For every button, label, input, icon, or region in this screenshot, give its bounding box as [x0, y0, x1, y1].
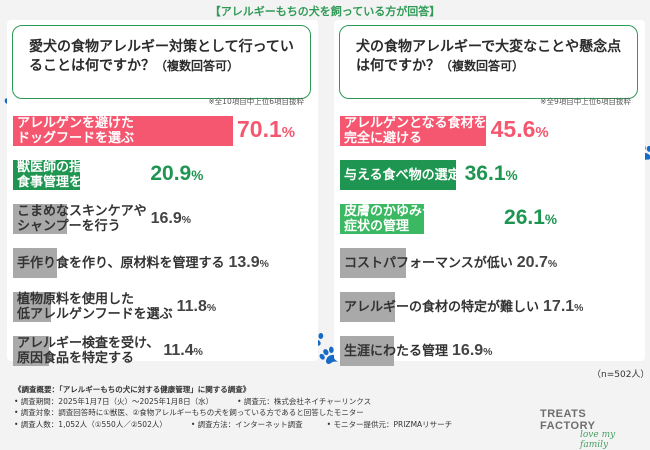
data-label: 36.1% [464, 162, 518, 185]
bar-row: 生涯にわたる管理 16.9% [340, 330, 650, 370]
footer-count: • 調査人数：1,052人（①550人／②502人） [14, 419, 167, 429]
chart-panel-right: 犬の食物アレルギーで大変なことや懸念点は何ですか？（複数回答可） ※全9項目中上… [334, 20, 645, 366]
category-label: 生涯にわたる管理 [344, 343, 449, 359]
logo-text: TREATS FACTORY [540, 408, 596, 432]
bar-row: 手作り食を作り、原材料を管理する 13.9% [13, 242, 323, 282]
category-label: アレルゲンとなる食材を 完全に避ける [344, 116, 487, 146]
data-label: 70.1% [237, 116, 296, 142]
data-label: 26.1% [504, 206, 558, 229]
logo-tagline: love my family [580, 430, 616, 450]
bar-row: 獣医師の指導のもとで 食事管理を行う 20.9% [13, 154, 323, 194]
bar [340, 160, 456, 190]
bar [13, 336, 50, 366]
category-label: 手作り食を作り、原材料を管理する [17, 255, 225, 271]
bar [13, 248, 58, 278]
category-label: コストパフォーマンスが低い [344, 255, 513, 271]
data-label: 11.4% [163, 342, 203, 359]
data-label: 20.9% [150, 162, 204, 185]
survey-footer: 《調査概要：「アレルギーもちの犬に対する健康管理」に関する調査》 • 調査期間：… [14, 384, 452, 430]
category-label: アレルギーの食材の特定が難しい [344, 299, 540, 315]
bar [13, 204, 68, 234]
data-label: 45.6% [490, 116, 549, 142]
data-label: 13.9% [228, 254, 269, 271]
chart-title: 愛犬の食物アレルギー対策として行っていることは何ですか？ [29, 39, 294, 74]
chart-note: ※全10項目中上位6項目抜粋 [208, 97, 304, 106]
category-label: こまめなスキンケアや シャンプーを行う [17, 204, 147, 234]
question-title: 犬の食物アレルギーで大変なことや懸念点は何ですか？（複数回答可） [356, 38, 631, 76]
category-label: 獣医師の指導のもとで 食事管理を行う [17, 160, 147, 190]
data-label: 20.7% [516, 254, 558, 271]
bar [13, 160, 80, 190]
chart-title: 犬の食物アレルギーで大変なことや懸念点は何ですか？ [356, 39, 622, 74]
data-label: 16.9% [150, 210, 192, 227]
bar [340, 292, 395, 322]
bar-row: 皮膚のかゆみや赤みなどの 症状の管理 26.1% [340, 198, 650, 238]
data-label: 17.1% [543, 298, 584, 315]
data-label: 11.8% [176, 298, 217, 315]
question-title: 愛犬の食物アレルギー対策として行っていることは何ですか？（複数回答可） [29, 38, 304, 76]
bar-row: アレルゲンとなる食材を 完全に避ける 45.6% [340, 110, 650, 150]
chart-subtitle: （複数回答可） [440, 59, 525, 73]
question-box: 愛犬の食物アレルギー対策として行っていることは何ですか？（複数回答可） [12, 25, 311, 99]
footer-title: 《調査概要：「アレルギーもちの犬に対する健康管理」に関する調査》 [14, 385, 251, 394]
footer-method: • 調査方法：インターネット調査 [190, 419, 303, 429]
bar-row: 植物原料を使用した 低アレルゲンフードを選ぶ 11.8% [13, 286, 323, 326]
chart-note: ※全9項目中上位6項目抜粋 [540, 97, 631, 106]
data-label: 16.9% [452, 342, 493, 359]
bar [13, 116, 233, 146]
chart-panel-left: 愛犬の食物アレルギー対策として行っていることは何ですか？（複数回答可） ※全10… [7, 20, 318, 366]
footer-monitor: • モニター提供元：PRIZMAリサーチ [326, 419, 453, 429]
footer-period: • 調査期間：2025年1月7日（火）〜2025年1月8日（水） [14, 396, 214, 406]
category-label: 与える食べ物の選定 [344, 167, 461, 183]
bar [13, 292, 51, 322]
sample-size-note: （n=502人） [592, 370, 650, 380]
footer-target: • 調査対象：調査回答時に①獣医、②食物アレルギーもちの犬を飼っている方であると… [14, 408, 364, 417]
bar [340, 336, 395, 366]
bar-row: アレルギー検査を受け、 原因食品を特定する 11.4% [13, 330, 323, 370]
bar [340, 204, 424, 234]
bar-row: こまめなスキンケアや シャンプーを行う 16.9% [13, 198, 323, 238]
bar [340, 248, 407, 278]
bar-row: アレルギーの食材の特定が難しい 17.1% [340, 286, 650, 326]
bar-row: コストパフォーマンスが低い 20.7% [340, 242, 650, 282]
footer-provider: • 調査元：株式会社ネイチャーリンクス [237, 396, 372, 406]
category-label: アレルゲンを避けた ドッグフードを選ぶ [17, 116, 135, 146]
chart-subtitle: （複数回答可） [155, 59, 240, 73]
question-box: 犬の食物アレルギーで大変なことや懸念点は何ですか？（複数回答可） [339, 25, 638, 99]
bar-row: 与える食べ物の選定 36.1% [340, 154, 650, 194]
survey-banner: 【アレルギーもちの犬を飼っている方が回答】 [209, 5, 441, 18]
bar-row: アレルゲンを避けた ドッグフードを選ぶ 70.1% [13, 110, 323, 150]
category-label: アレルギー検査を受け、 原因食品を特定する [17, 336, 160, 366]
category-label: 皮膚のかゆみや赤みなどの 症状の管理 [344, 204, 501, 234]
bar [340, 116, 486, 146]
brand-logo: TREATS FACTORY love my family [540, 408, 640, 450]
category-label: 植物原料を使用した 低アレルゲンフードを選ぶ [17, 292, 173, 322]
